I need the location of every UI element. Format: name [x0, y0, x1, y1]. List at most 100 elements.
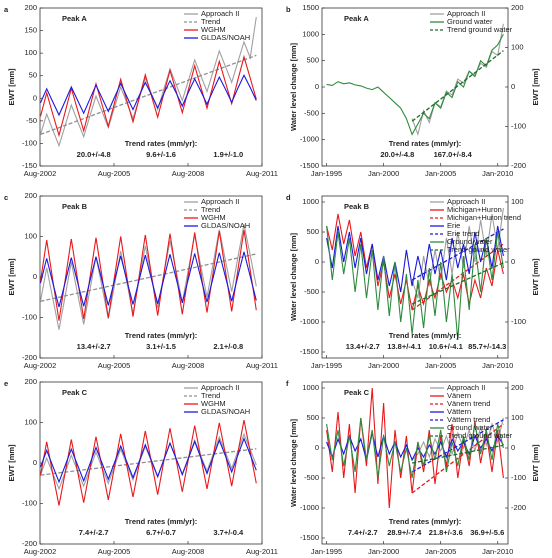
x-tick-label: Jan-2010 — [482, 361, 513, 370]
y-tick-label: 50 — [29, 71, 37, 80]
legend-label: Trend — [201, 205, 220, 214]
plot-frame — [39, 7, 263, 167]
y-tick-label: 100 — [24, 231, 37, 240]
trend-title: Trend rates (mm/yr): — [389, 517, 462, 526]
series-line — [411, 23, 504, 137]
trend-title: Trend rates (mm/yr): — [389, 139, 462, 148]
trend-title: Trend rates (mm/yr): — [125, 517, 198, 526]
panel-letter: d — [286, 193, 291, 202]
y-axis-label: Water level change [mm] — [289, 42, 298, 131]
panel: e Peak C -200 -100 0 100 200 Aug-2002 Aug-2005 Au… — [4, 377, 278, 556]
y-tick-label: 0 — [33, 93, 37, 102]
legend-label: Trend — [201, 391, 220, 400]
panel-title: Peak C — [62, 388, 88, 397]
panel-letter: b — [286, 5, 291, 14]
x-tick-label: Jan-2010 — [482, 169, 513, 178]
y-tick-label: 1500 — [302, 3, 319, 12]
y-tick-label: 0 — [33, 272, 37, 281]
series-line — [39, 54, 257, 138]
series-line — [326, 225, 504, 341]
x-tick-label: Aug-2008 — [172, 547, 205, 556]
x-tick-label: Jan-2000 — [368, 547, 399, 556]
y2-tick-label: 100 — [511, 197, 524, 206]
trend-rate: 20.0+/-4.8 — [380, 150, 414, 159]
legend-label: Ground water — [447, 17, 493, 26]
panel-title: Peak A — [62, 14, 87, 23]
series-line — [39, 419, 257, 506]
y-tick-label: -500 — [304, 287, 319, 296]
trend-rate: 13.4+/-2.7 — [77, 342, 111, 351]
x-tick-label: Jan-1995 — [311, 547, 342, 556]
x-tick-label: Aug-2002 — [24, 169, 57, 178]
trend-title: Trend rates (mm/yr): — [389, 331, 462, 340]
legend-label: GLDAS/NOAH — [201, 407, 250, 416]
y-tick-label: -200 — [22, 539, 37, 548]
series-line — [39, 229, 257, 321]
y-tick-label: 500 — [306, 413, 319, 422]
panel-title: Peak B — [344, 202, 370, 211]
y-tick-label: -200 — [22, 353, 37, 362]
y-tick-label: -1000 — [300, 135, 319, 144]
y2-tick-label: 0 — [511, 257, 515, 266]
y-tick-label: -100 — [22, 312, 37, 321]
trend-title: Trend rates (mm/yr): — [125, 331, 198, 340]
trend-line — [40, 253, 257, 302]
trend-rate: 85.7+/-14.3 — [468, 342, 506, 351]
x-tick-label: Aug-2005 — [98, 547, 131, 556]
x-tick-label: Jan-2000 — [368, 169, 399, 178]
y-tick-label: -1000 — [300, 503, 319, 512]
y2-axis-label: EWT [mm] — [531, 68, 540, 106]
y-tick-label: 1000 — [302, 197, 319, 206]
trend-rate: 28.9+/-7.4 — [387, 528, 422, 537]
series-line — [326, 225, 504, 293]
y-tick-label: 200 — [24, 191, 37, 200]
x-tick-label: Aug-2011 — [246, 169, 278, 178]
legend-label: Vättern trend — [447, 415, 490, 424]
panel-title: Peak A — [344, 14, 369, 23]
trend-line — [40, 448, 257, 476]
y-tick-label: -500 — [304, 108, 319, 117]
y-tick-label: -100 — [22, 138, 37, 147]
trend-rate: 10.6+/-4.1 — [429, 342, 463, 351]
y-tick-label: 0 — [33, 458, 37, 467]
panel-title: Peak C — [344, 388, 370, 397]
y2-tick-label: -200 — [511, 503, 526, 512]
y-tick-label: -1000 — [300, 317, 319, 326]
y-tick-label: 100 — [24, 417, 37, 426]
y2-tick-label: -100 — [511, 317, 526, 326]
trend-rate: 9.6+/-1.6 — [146, 150, 176, 159]
y2-tick-label: -200 — [511, 161, 526, 170]
trend-line — [411, 423, 504, 494]
legend-label: GLDAS/NOAH — [201, 221, 250, 230]
y2-tick-label: 200 — [511, 383, 524, 392]
legend-label: Michigan+Huron trend — [447, 213, 521, 222]
x-tick-label: Jan-2005 — [425, 361, 456, 370]
legend-label: Approach II — [447, 197, 485, 206]
x-tick-label: Jan-1995 — [311, 361, 342, 370]
panel-letter: e — [4, 379, 8, 388]
legend-label: Trend ground water — [447, 25, 513, 34]
x-tick-label: Jan-2000 — [368, 361, 399, 370]
legend-label: Vänern trend — [447, 399, 490, 408]
y-tick-label: 100 — [24, 48, 37, 57]
series-line — [39, 74, 257, 117]
panel: c Peak B -200 -100 0 100 200 Aug-2002 Aug-2005 Au… — [4, 191, 278, 370]
x-tick-label: Aug-2011 — [246, 547, 278, 556]
legend-label: Approach II — [201, 9, 239, 18]
legend-label: Trend ground water — [447, 431, 513, 440]
y-tick-label: -50 — [26, 116, 37, 125]
panel-letter: f — [286, 379, 289, 388]
x-tick-label: Aug-2005 — [98, 361, 131, 370]
legend-label: Vänern — [447, 391, 471, 400]
x-tick-label: Jan-2010 — [482, 547, 513, 556]
y-axis-label: EWT [mm] — [7, 68, 16, 106]
y-tick-label: 0 — [315, 82, 319, 91]
trend-rate: 36.9+/-5.6 — [470, 528, 504, 537]
x-tick-label: Aug-2008 — [172, 361, 205, 370]
y2-axis-label: EWT [mm] — [531, 258, 540, 296]
trend-line — [40, 54, 257, 136]
trend-rate: 6.7+/-0.7 — [146, 528, 176, 537]
